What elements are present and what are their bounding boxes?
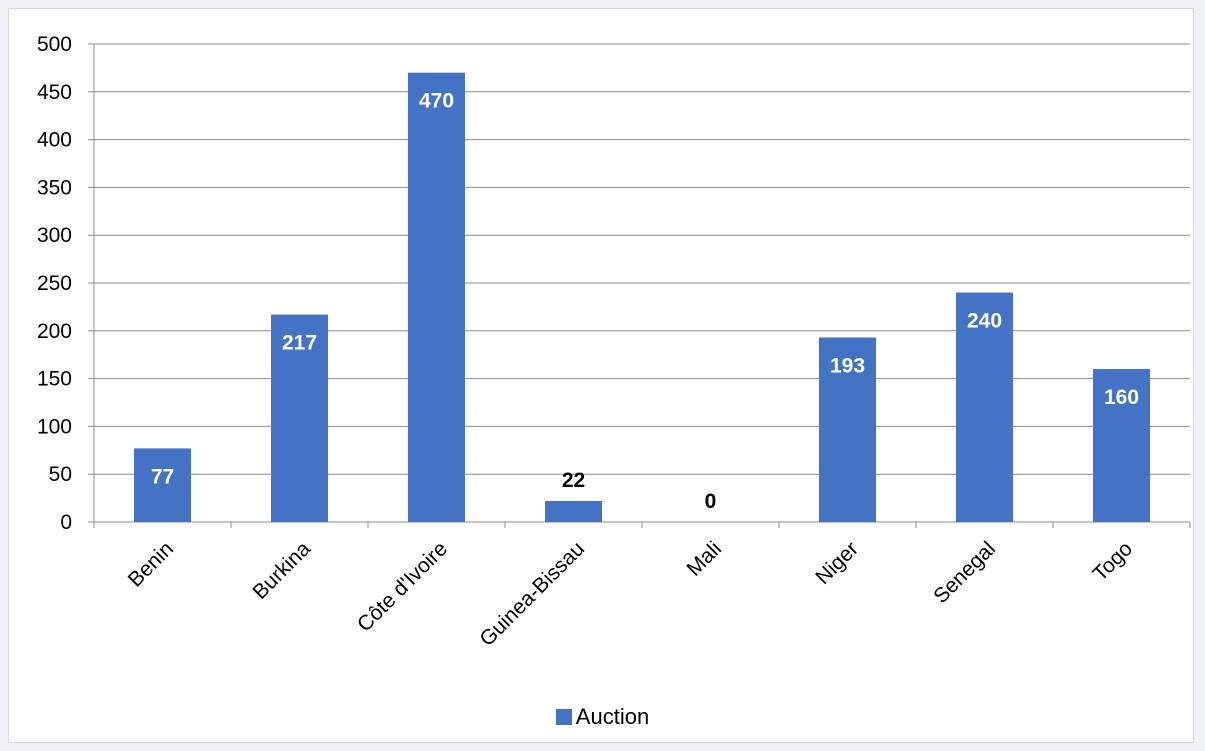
y-tick-label: 100	[37, 415, 72, 438]
x-tick-label: Togo	[1089, 537, 1137, 585]
x-tick-label: Benin	[124, 537, 178, 591]
y-tick-label: 500	[37, 33, 72, 56]
legend-swatch	[556, 709, 572, 725]
data-label: 240	[967, 310, 1002, 333]
legend-label: Auction	[576, 704, 649, 730]
data-label: 217	[282, 332, 317, 355]
y-tick-label: 450	[37, 81, 72, 104]
y-tick-label: 50	[49, 463, 72, 486]
bar	[408, 73, 465, 522]
y-tick-label: 350	[37, 176, 72, 199]
x-tick-label: Côte d'Ivoire	[353, 537, 452, 636]
data-label: 193	[830, 354, 865, 377]
data-label: 77	[151, 465, 174, 488]
data-label: 0	[705, 490, 717, 513]
x-tick-label: Niger	[811, 537, 863, 589]
data-label: 470	[419, 90, 454, 113]
x-tick-label: Guinea-Bissau	[475, 537, 589, 651]
x-tick-label: Senegal	[929, 537, 1000, 608]
y-tick-label: 400	[37, 129, 72, 152]
y-tick-label: 300	[37, 224, 72, 247]
y-tick-label: 150	[37, 368, 72, 391]
data-label: 160	[1104, 386, 1139, 409]
bar	[545, 501, 602, 522]
legend: Auction	[0, 704, 1205, 730]
data-label: 22	[562, 469, 585, 492]
y-tick-label: 200	[37, 320, 72, 343]
y-tick-label: 0	[60, 511, 72, 534]
y-tick-label: 250	[37, 272, 72, 295]
x-tick-label: Burkina	[248, 537, 315, 604]
x-tick-label: Mali	[683, 537, 726, 580]
